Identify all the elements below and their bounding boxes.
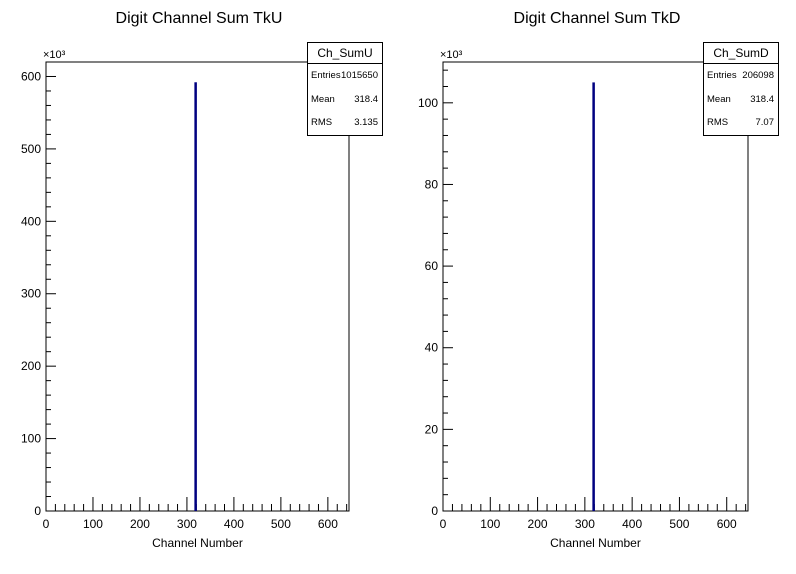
y-tick-label: 100 [21,432,41,446]
stats-row-mean: Mean 318.4 [308,88,382,112]
stats-row-entries: Entries 206098 [704,64,778,88]
stats-value: 318.4 [750,93,774,105]
y-tick-label: 600 [21,69,41,83]
y-tick-label: 300 [21,287,41,301]
x-tick-label: 600 [717,517,737,531]
stats-value: 3.135 [354,117,378,128]
stats-box-name: Ch_SumU [308,43,382,64]
x-tick-label: 100 [480,517,500,531]
stats-box: Ch_SumD Entries 206098 Mean 318.4 RMS 7.… [703,42,779,136]
stats-key: RMS [311,117,333,128]
x-tick-label: 300 [177,517,197,531]
y-tick-label: 0 [34,504,41,518]
stats-key: Entries [707,70,737,81]
chart-title: Digit Channel Sum TkU [115,10,283,27]
x-tick-label: 200 [130,517,150,531]
y-tick-label: 60 [425,259,439,273]
y-multiplier-label: ×10³ [43,49,66,61]
stats-box-name: Ch_SumD [704,43,778,64]
stats-value: 1015650 [341,70,378,81]
chart-title: Digit Channel Sum TkD [513,10,681,27]
plot-frame [45,61,350,512]
x-tick-label: 100 [83,517,103,531]
x-tick-label: 600 [318,517,338,531]
x-tick-label: 0 [440,517,447,531]
y-tick-label: 100 [418,96,438,110]
stats-value: 7.07 [755,117,775,128]
stats-value: 318.4 [354,93,378,105]
x-tick-label: 300 [575,517,595,531]
histogram-bin [592,82,595,511]
y-multiplier-label: ×10³ [440,49,463,61]
x-axis-title: Channel Number [550,536,641,550]
stats-box: Ch_SumU Entries 1015650 Mean 318.4 RMS 3… [307,42,383,136]
right-histogram-pad: Digit Channel Sum TkD 0 100 200 300 400 500 60… [398,0,796,574]
stats-key: RMS [707,117,729,128]
y-tick-label: 200 [21,359,41,373]
y-tick-label: 40 [425,341,439,355]
stats-key: Mean [311,93,335,105]
stats-value: 206098 [742,70,774,81]
x-tick-label: 500 [271,517,291,531]
plot-frame [442,61,749,512]
y-tick-label: 500 [21,142,41,156]
y-tick-label: 400 [21,214,41,228]
right-histogram-plot: 0 100 200 300 400 500 600 0 20 40 60 80 100 ×10³ Chann… [418,49,749,550]
stats-row-rms: RMS 7.07 [704,111,778,135]
stats-key: Entries [311,70,341,81]
x-tick-label: 0 [43,517,50,531]
y-tick-label: 0 [431,504,438,518]
stats-key: Mean [707,93,731,105]
x-axis-title: Channel Number [152,536,243,550]
left-histogram-pad: Digit Channel Sum TkU 0 100 200 300 400 500 60… [21,10,383,550]
x-tick-label: 500 [669,517,689,531]
stats-row-mean: Mean 318.4 [704,88,778,112]
y-tick-label: 80 [425,177,439,191]
x-tick-label: 200 [528,517,548,531]
stats-row-entries: Entries 1015650 [308,64,382,88]
left-histogram-plot: 0 100 200 300 400 500 6000100200300400500600×1… [21,49,350,550]
stats-row-rms: RMS 3.135 [308,111,382,135]
y-tick-label: 20 [425,422,439,436]
x-tick-label: 400 [224,517,244,531]
histogram-bin [194,82,197,512]
x-tick-label: 400 [622,517,642,531]
